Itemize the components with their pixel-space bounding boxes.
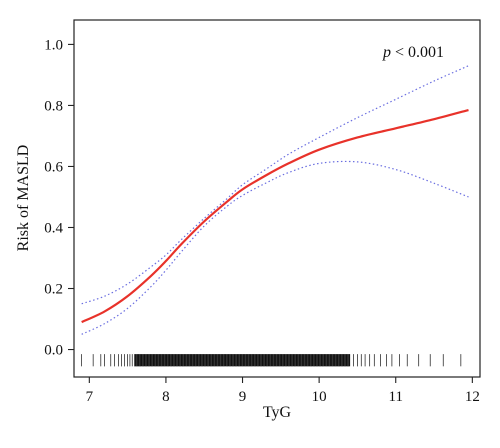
x-tick-label: 8 [162, 389, 170, 405]
ci-layer [81, 65, 469, 335]
x-tick-label: 11 [389, 389, 403, 405]
y-axis-title: Risk of MASLD [15, 145, 32, 252]
x-tick-label: 12 [465, 389, 480, 405]
y-tick-label: 0.0 [44, 343, 63, 359]
y-axis: 0.0 0.2 0.4 0.6 0.8 1.0 [44, 37, 74, 359]
y-tick-label: 0.6 [44, 159, 63, 175]
y-tick-label: 0.2 [44, 282, 63, 298]
series-line-estimate [81, 108, 469, 324]
x-tick-label: 7 [86, 389, 94, 405]
series-line-upper-ci [81, 65, 469, 305]
x-tick-label: 9 [239, 389, 247, 405]
y-tick-label: 0.8 [44, 98, 63, 114]
rug-layer [81, 354, 462, 367]
x-axis-title: TyG [263, 404, 292, 421]
x-tick-label: 10 [312, 389, 327, 405]
p-value-annotation: p < 0.001 [382, 44, 444, 61]
line-layer [81, 108, 469, 324]
x-axis: 7 8 9 10 11 12 [86, 377, 480, 405]
series-line-lower-ci [81, 160, 469, 335]
y-tick-label: 1.0 [44, 37, 63, 53]
y-tick-label: 0.4 [44, 220, 63, 236]
p-symbol: p [382, 44, 391, 61]
p-value-text: < 0.001 [391, 44, 444, 61]
plot-frame [73, 19, 481, 378]
